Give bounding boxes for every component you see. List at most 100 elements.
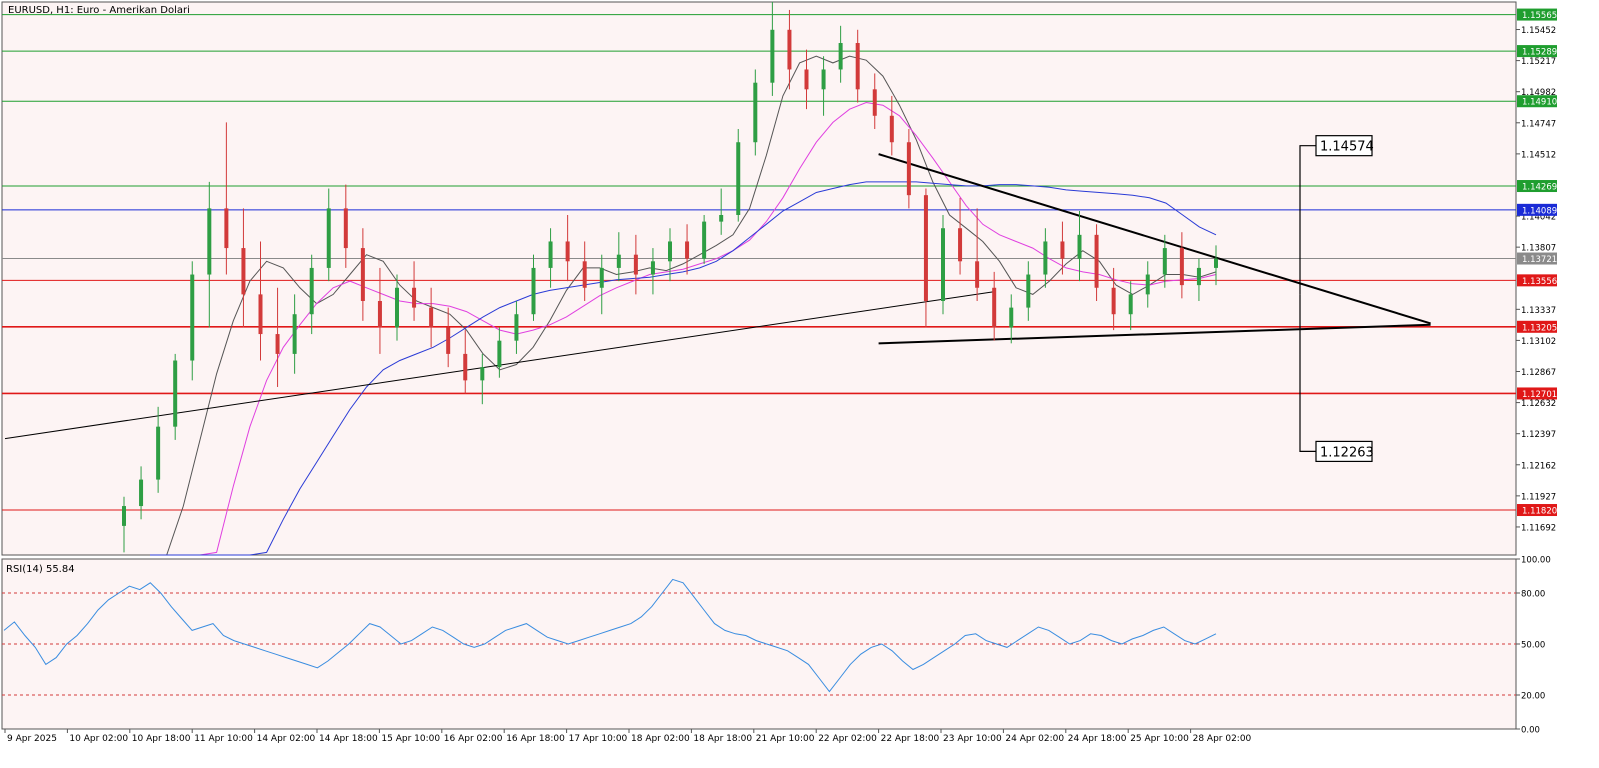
candle-body	[992, 287, 997, 328]
time-tick-label: 16 Apr 18:00	[506, 734, 565, 744]
candle-body	[292, 314, 297, 354]
main-plot-background[interactable]	[1, 1, 1517, 556]
chart-title: EURUSD, H1: Euro - Amerikan Dolari	[8, 5, 190, 16]
candle-body	[855, 43, 860, 90]
callout-label-1: 1.14574	[1320, 140, 1374, 155]
callout-box-1	[1315, 135, 1373, 157]
candle-body	[548, 241, 553, 268]
trendline-2	[878, 153, 1431, 325]
rsi-tick-label: 20.00	[1521, 692, 1545, 702]
sma-fast-line	[150, 55, 1217, 556]
time-tick-label: 23 Apr 10:00	[943, 734, 1002, 744]
candle-body	[343, 208, 348, 249]
level-tag-label-1.13721: 1.13721	[1522, 255, 1557, 265]
candle-body	[565, 241, 570, 262]
level-tag-1.15565	[1517, 8, 1557, 21]
rsi-series	[2, 578, 1516, 696]
level-tag-label-1.13205: 1.13205	[1522, 323, 1557, 333]
level-tag-1.15289	[1517, 45, 1557, 58]
candle-body	[139, 479, 144, 507]
time-tick-label: 18 Apr 18:00	[693, 734, 752, 744]
candle-body	[258, 294, 263, 335]
candle-body	[1077, 234, 1082, 259]
level-tag-label-1.11820: 1.11820	[1522, 507, 1557, 517]
candle-body	[1128, 294, 1133, 315]
candle-body	[923, 195, 928, 301]
rsi-tick-label: 80.00	[1521, 590, 1545, 600]
candle-body	[668, 241, 672, 262]
price-tick-label: 1.13337	[1521, 306, 1556, 316]
candle-body	[1043, 241, 1048, 275]
candle-body	[804, 69, 809, 90]
candle-body	[429, 307, 434, 328]
rsi-label: RSI(14) 55.84	[6, 564, 75, 575]
price-tick-label: 1.12162	[1521, 461, 1556, 471]
candle-body	[1026, 274, 1031, 308]
price-tick-label: 1.15217	[1521, 57, 1556, 67]
candle-body	[446, 327, 451, 354]
candle-body	[1196, 267, 1201, 286]
candle-body	[1214, 258, 1218, 268]
callout-box-2	[1315, 440, 1373, 463]
level-tag-label-1.15289: 1.15289	[1522, 48, 1557, 58]
time-tick-label: 25 Apr 10:00	[1130, 734, 1189, 744]
time-tick-label: 18 Apr 02:00	[631, 734, 690, 744]
rsi-tick-label: 100.00	[1521, 556, 1551, 566]
trendline-3	[878, 323, 1431, 345]
time-tick-label: 11 Apr 10:00	[194, 734, 253, 744]
level-tag-1.11820	[1517, 504, 1557, 517]
candle-body	[514, 314, 519, 341]
time-tick-label: 14 Apr 02:00	[257, 734, 316, 744]
rsi-tick-label: 50.00	[1521, 641, 1545, 651]
candle-body	[975, 261, 980, 288]
candle-body	[275, 334, 280, 354]
candle-body	[224, 208, 229, 249]
level-tag-label-1.15565: 1.15565	[1522, 11, 1557, 21]
level-tag-1.13721	[1517, 252, 1557, 265]
candle-body	[1179, 248, 1184, 286]
level-tag-1.14269	[1517, 180, 1557, 193]
candle-body	[889, 115, 894, 143]
price-tick-label: 1.15452	[1521, 26, 1556, 36]
time-tick-label: 22 Apr 18:00	[881, 734, 940, 744]
candle-body	[1094, 234, 1099, 288]
price-tick-label: 1.14042	[1521, 213, 1556, 223]
candle-body	[838, 43, 843, 70]
time-tick-label: 14 Apr 18:00	[319, 734, 378, 744]
candle-body	[736, 142, 741, 215]
candle-body	[1145, 274, 1150, 295]
candle-body	[241, 248, 246, 295]
rsi-axis: 100.00 80.00 50.00 20.00 0.00	[1516, 556, 1551, 736]
level-tag-label-1.14269: 1.14269	[1522, 183, 1557, 193]
candle-body	[787, 29, 792, 70]
price-tick-label: 1.12632	[1521, 399, 1556, 409]
candle-body	[941, 228, 945, 301]
level-tag-1.12701	[1517, 387, 1557, 400]
time-axis: 9 Apr 2025 10 Apr 02:00 10 Apr 18:00 11 Apr…	[4, 729, 1252, 744]
price-tick-label: 1.11927	[1521, 492, 1556, 502]
candle-body	[821, 69, 826, 90]
candle-body	[633, 254, 638, 275]
time-tick-label: 16 Apr 02:00	[444, 734, 503, 744]
candle-body	[702, 221, 707, 259]
candle-body	[395, 287, 399, 328]
level-tag-1.14089	[1517, 203, 1557, 216]
candle-body	[156, 426, 161, 480]
candle-body	[309, 267, 314, 315]
rsi-line	[3, 578, 1217, 693]
moving-averages	[150, 55, 1217, 556]
candle-body	[531, 267, 536, 315]
level-tag-label-1.14089: 1.14089	[1522, 206, 1557, 216]
time-tick-label: 21 Apr 10:00	[756, 734, 815, 744]
candle-body	[190, 274, 195, 361]
time-tick-label: 28 Apr 02:00	[1193, 734, 1252, 744]
candle-body	[463, 353, 468, 381]
time-tick-label: 10 Apr 18:00	[132, 734, 191, 744]
candle-body	[616, 254, 621, 268]
candle-body	[326, 208, 331, 268]
candle-body	[122, 506, 126, 526]
candle-body	[770, 29, 775, 83]
callout-connector-2	[1299, 294, 1316, 453]
candle-body	[753, 82, 758, 143]
